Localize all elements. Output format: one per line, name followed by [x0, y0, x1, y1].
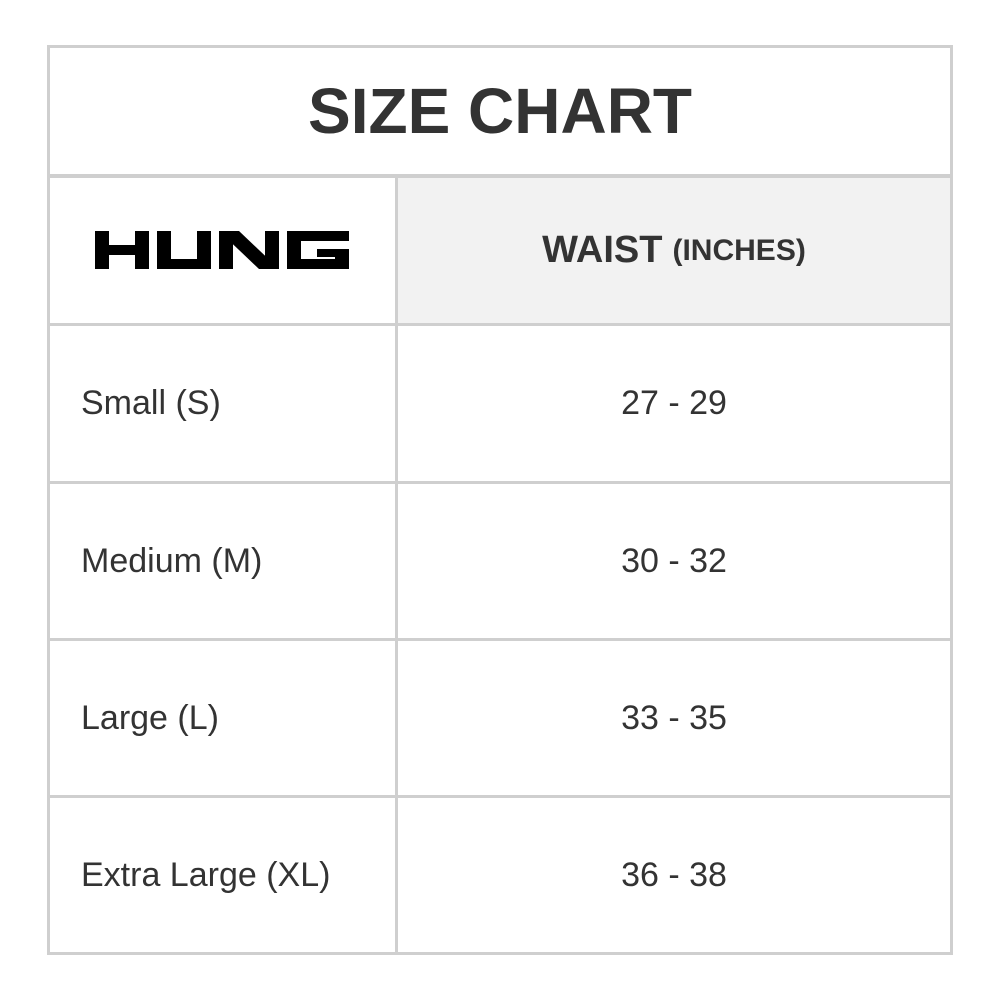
table-row: Small (S) 27 - 29: [50, 326, 950, 484]
header-row: WAIST (INCHES): [50, 178, 950, 326]
table-row: Large (L) 33 - 35: [50, 641, 950, 798]
waist-cell: 30 - 32: [621, 541, 727, 580]
waist-label: WAIST: [542, 229, 663, 271]
size-cell: Large (L): [50, 641, 398, 795]
waist-cell: 27 - 29: [621, 384, 727, 422]
table-row: Extra Large (XL) 36 - 38: [50, 798, 950, 952]
size-cell: Extra Large (XL): [50, 798, 398, 952]
size-cell: Small (S): [50, 326, 398, 481]
waist-header: WAIST (INCHES): [398, 178, 950, 323]
brand-logo-cell: [50, 178, 398, 323]
size-chart-table: SIZE CHART WAIST (INCHES) Small (: [47, 45, 953, 955]
waist-cell: 36 - 38: [621, 855, 727, 894]
size-cell: Medium (M): [50, 484, 398, 638]
chart-title: SIZE CHART: [50, 48, 950, 178]
waist-cell: 33 - 35: [621, 698, 727, 737]
table-row: Medium (M) 30 - 32: [50, 484, 950, 641]
waist-unit: (INCHES): [672, 233, 806, 267]
brand-logo: [94, 230, 349, 269]
